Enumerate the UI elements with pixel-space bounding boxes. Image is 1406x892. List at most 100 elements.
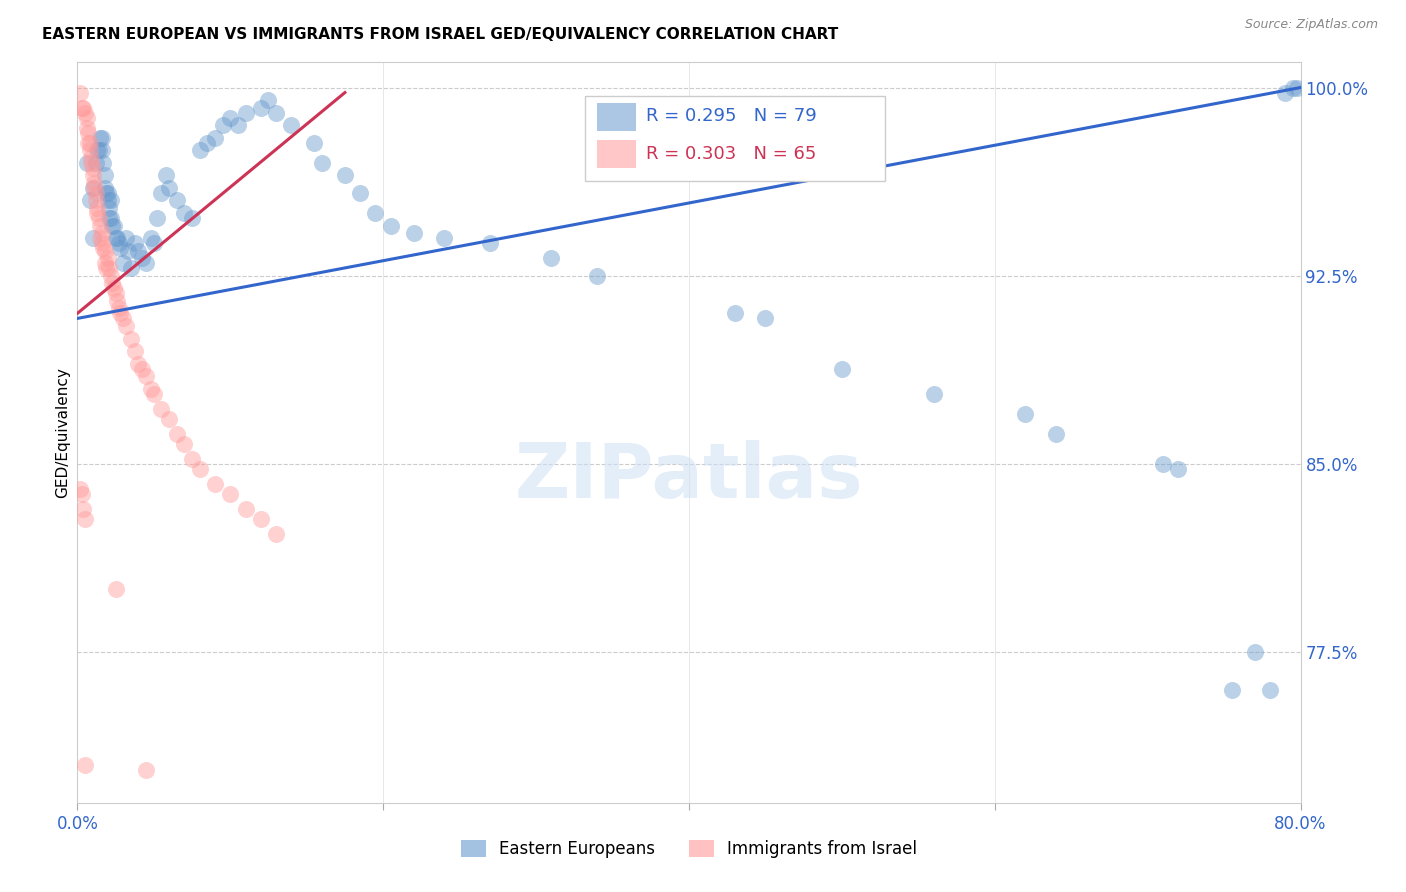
Point bbox=[181, 452, 204, 467]
Point bbox=[124, 236, 146, 251]
Point bbox=[1014, 407, 1036, 421]
Point bbox=[250, 512, 273, 526]
Point bbox=[82, 161, 104, 175]
Point bbox=[83, 181, 105, 195]
Point bbox=[70, 101, 93, 115]
Point bbox=[84, 194, 107, 208]
Point bbox=[108, 306, 131, 320]
Y-axis label: GED/Equivalency: GED/Equivalency bbox=[55, 368, 70, 498]
Point bbox=[73, 512, 96, 526]
Point bbox=[166, 426, 188, 441]
Point bbox=[1220, 682, 1243, 697]
Legend: Eastern Europeans, Immigrants from Israel: Eastern Europeans, Immigrants from Israe… bbox=[454, 833, 924, 865]
Point bbox=[128, 357, 150, 371]
Point bbox=[87, 211, 110, 225]
Point bbox=[155, 169, 177, 183]
Point bbox=[1282, 80, 1305, 95]
Point bbox=[142, 236, 165, 251]
Point bbox=[333, 169, 356, 183]
Text: R = 0.303   N = 65: R = 0.303 N = 65 bbox=[647, 145, 817, 162]
Point bbox=[86, 206, 108, 220]
Point bbox=[90, 143, 112, 157]
Point bbox=[98, 211, 121, 225]
Point bbox=[131, 251, 153, 265]
Point bbox=[94, 181, 117, 195]
Point bbox=[98, 261, 121, 276]
Point bbox=[115, 231, 138, 245]
Point bbox=[364, 206, 387, 220]
Point bbox=[73, 758, 96, 772]
Point bbox=[104, 582, 127, 597]
Point bbox=[157, 412, 180, 426]
Point bbox=[117, 244, 139, 258]
Point bbox=[100, 194, 122, 208]
Point bbox=[94, 169, 117, 183]
Point bbox=[107, 301, 129, 316]
Point bbox=[86, 201, 108, 215]
Point bbox=[264, 527, 287, 541]
Point bbox=[304, 136, 326, 150]
Text: EASTERN EUROPEAN VS IMMIGRANTS FROM ISRAEL GED/EQUIVALENCY CORRELATION CHART: EASTERN EUROPEAN VS IMMIGRANTS FROM ISRA… bbox=[42, 27, 838, 42]
Point bbox=[101, 219, 124, 233]
Point bbox=[188, 143, 211, 157]
Point bbox=[1167, 462, 1189, 476]
Point bbox=[173, 437, 195, 451]
Point bbox=[211, 118, 233, 132]
Point bbox=[96, 186, 118, 200]
Point bbox=[250, 101, 273, 115]
Point bbox=[124, 344, 146, 359]
Point bbox=[157, 181, 180, 195]
Point bbox=[349, 186, 371, 200]
Point bbox=[724, 306, 747, 320]
Point bbox=[1045, 426, 1067, 441]
Point bbox=[94, 256, 117, 270]
Point bbox=[120, 261, 142, 276]
Point bbox=[83, 176, 105, 190]
Point bbox=[97, 251, 120, 265]
Point bbox=[89, 231, 111, 245]
Point bbox=[235, 502, 257, 516]
Point bbox=[84, 156, 107, 170]
Point bbox=[1274, 86, 1296, 100]
Text: ZIPatlas: ZIPatlas bbox=[515, 440, 863, 514]
Point bbox=[433, 231, 456, 245]
Point bbox=[76, 156, 98, 170]
Point bbox=[120, 331, 142, 345]
Point bbox=[1152, 457, 1174, 471]
Point bbox=[76, 120, 98, 135]
Point bbox=[831, 361, 853, 376]
Point bbox=[311, 156, 333, 170]
Point bbox=[77, 136, 100, 150]
Point bbox=[69, 86, 91, 100]
Point bbox=[105, 231, 128, 245]
Point bbox=[204, 477, 226, 491]
Point bbox=[112, 311, 135, 326]
Point bbox=[540, 251, 562, 265]
Point bbox=[1286, 80, 1309, 95]
Point bbox=[90, 236, 112, 251]
Point bbox=[76, 111, 98, 125]
Point bbox=[77, 126, 100, 140]
Point bbox=[89, 130, 111, 145]
Point bbox=[139, 231, 162, 245]
Point bbox=[181, 211, 204, 225]
Point bbox=[79, 136, 101, 150]
Point bbox=[90, 226, 112, 240]
Point bbox=[70, 487, 93, 501]
Point bbox=[1243, 645, 1265, 659]
Point bbox=[91, 156, 114, 170]
Point bbox=[402, 226, 425, 240]
Point bbox=[94, 244, 117, 258]
Point bbox=[235, 105, 257, 120]
Point bbox=[97, 186, 120, 200]
Point bbox=[754, 311, 776, 326]
Point bbox=[89, 219, 111, 233]
Point bbox=[103, 281, 125, 295]
Bar bbox=[598, 103, 637, 131]
Point bbox=[142, 386, 165, 401]
Point bbox=[82, 169, 104, 183]
Bar bbox=[598, 140, 637, 169]
Point bbox=[219, 487, 242, 501]
Point bbox=[104, 231, 127, 245]
Point bbox=[87, 143, 110, 157]
